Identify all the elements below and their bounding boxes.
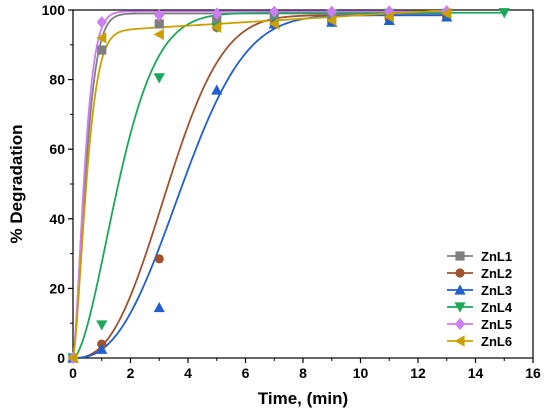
x-tick-label: 0 [69,365,77,381]
data-point-znl1 [212,15,222,26]
y-axis: 0 20 40 60 80 100 [42,2,73,366]
x-tick-label: 12 [410,365,426,381]
legend-label: ZnL1 [481,249,512,264]
data-point-znl5 [154,9,165,22]
data-point-znl3 [211,84,223,95]
legend-marker [454,335,465,347]
legend-label: ZnL6 [481,334,512,349]
legend-marker [455,251,465,261]
data-point-znl6 [326,14,337,27]
legend-label: ZnL3 [481,283,512,298]
x-tick-label: 8 [299,365,307,381]
fit-curves [73,10,505,358]
data-point-znl1 [154,19,164,29]
y-tick-label: 60 [49,141,65,157]
fit-curve-znl5 [73,10,447,358]
x-tick-label: 6 [242,365,250,381]
data-point-znl5 [269,5,280,18]
data-point-znl5 [326,5,337,18]
data-point-znl2 [154,254,164,264]
data-points [67,4,510,365]
data-point-znl1 [97,45,107,55]
y-tick-label: 40 [49,211,65,227]
x-tick-label: 2 [127,365,135,381]
legend-label: ZnL4 [481,300,513,315]
legend-label: ZnL2 [481,266,512,281]
legend-marker [455,268,465,278]
data-point-znl6 [96,32,107,44]
data-point-znl4 [96,320,108,331]
x-tick-label: 14 [468,365,484,381]
x-axis-title: Time, (min) [258,389,348,408]
y-tick-label: 0 [57,350,65,366]
data-point-znl4 [153,73,165,84]
data-point-znl6 [153,28,164,40]
x-tick-label: 16 [525,365,541,381]
fit-curve-znl4 [73,11,505,358]
legend-marker [454,317,466,331]
fit-curve-znl3 [73,14,447,358]
legend: ZnL1 ZnL2 ZnL3 ZnL4 ZnL5 ZnL6 [447,249,513,349]
y-tick-label: 100 [42,2,66,18]
data-point-znl4 [498,8,510,19]
x-axis: 0 2 4 6 8 10 12 14 16 [69,358,541,381]
legend-marker [454,284,466,295]
y-tick-label: 20 [49,280,65,296]
data-point-znl3 [96,343,108,354]
data-point-znl5 [211,7,222,20]
legend-label: ZnL5 [481,317,512,332]
fit-curve-znl2 [73,14,447,358]
fit-curve-znl1 [73,12,447,358]
data-point-znl6 [383,11,394,23]
data-point-znl6 [211,21,222,33]
data-point-znl6 [441,7,452,20]
legend-marker [454,302,466,313]
y-axis-title: % Degradation [7,124,26,243]
data-point-znl5 [96,16,107,29]
y-tick-label: 80 [49,72,65,88]
data-point-znl3 [153,301,165,313]
fit-curve-znl6 [73,10,447,358]
x-tick-label: 10 [353,365,369,381]
data-point-znl6 [67,352,78,364]
data-point-znl6 [268,18,279,30]
plot-area-frame [72,9,534,359]
x-tick-label: 4 [184,365,192,381]
